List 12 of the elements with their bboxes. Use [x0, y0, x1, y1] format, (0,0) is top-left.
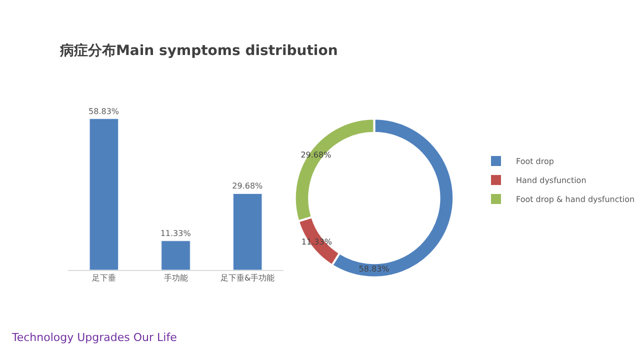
data-label: 11.33%: [160, 228, 192, 238]
legend-label: Hand dysfunction: [516, 176, 586, 186]
chart-title: 病症分布Main symptoms distribution: [59, 42, 338, 59]
x-tick-label: 手功能: [164, 274, 188, 283]
legend-label: Foot drop: [516, 157, 554, 166]
data-label: 58.83%: [358, 264, 390, 274]
x-tick-label: 足下垂: [92, 274, 116, 283]
data-label: 58.83%: [88, 106, 120, 116]
text: Technology Upgrades Our Life: [11, 331, 178, 344]
x-tick-label: 足下垂&手功能: [220, 274, 275, 283]
legend-label: Foot drop & hand dysfunction: [516, 195, 635, 204]
data-label: 29.68%: [232, 182, 264, 191]
